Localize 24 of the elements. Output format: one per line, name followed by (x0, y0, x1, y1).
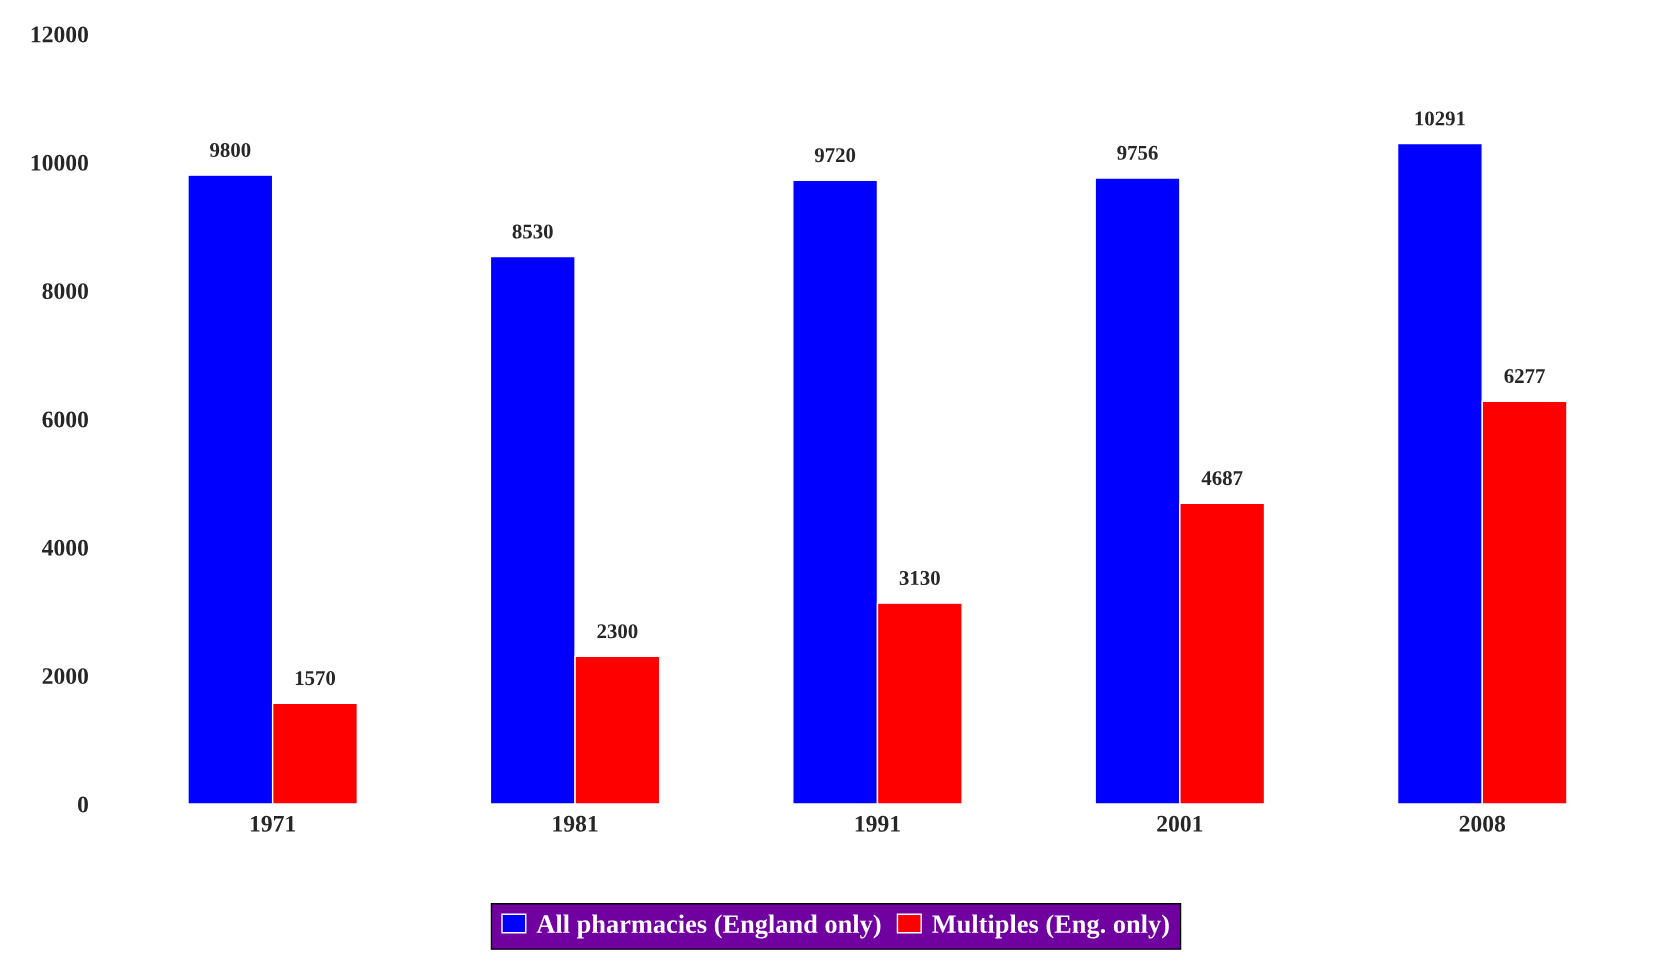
x-tick-label: 1971 (250, 815, 296, 832)
data-label: 3130 (899, 570, 940, 586)
data-label: 9800 (210, 142, 251, 158)
data-label: 4687 (1201, 471, 1243, 486)
y-tick-label: 12000 (31, 26, 88, 43)
x-tick-label: 2008 (1459, 815, 1506, 832)
data-label: 9720 (814, 148, 856, 163)
legend-label: All pharmacies (England only) (536, 914, 881, 939)
x-tick-label: 1991 (855, 815, 900, 832)
y-tick-label: 4000 (41, 539, 88, 556)
data-label: 1570 (295, 671, 336, 686)
legend-label: Multiples (Eng. only) (932, 914, 1169, 939)
data-label: 8530 (512, 224, 553, 239)
x-tick-label: 1981 (553, 815, 598, 832)
y-tick-label: 8000 (42, 283, 88, 300)
data-label: 2300 (597, 624, 638, 639)
y-tick-label: 10000 (31, 154, 88, 171)
x-tick-label: 2001 (1157, 815, 1203, 832)
data-label: 10291 (1415, 111, 1465, 126)
data-label: 6277 (1504, 369, 1545, 384)
data-label: 9756 (1117, 145, 1158, 160)
y-tick-label: 6000 (42, 411, 88, 428)
y-tick-label: 0 (77, 796, 88, 813)
y-tick-label: 2000 (42, 668, 88, 685)
